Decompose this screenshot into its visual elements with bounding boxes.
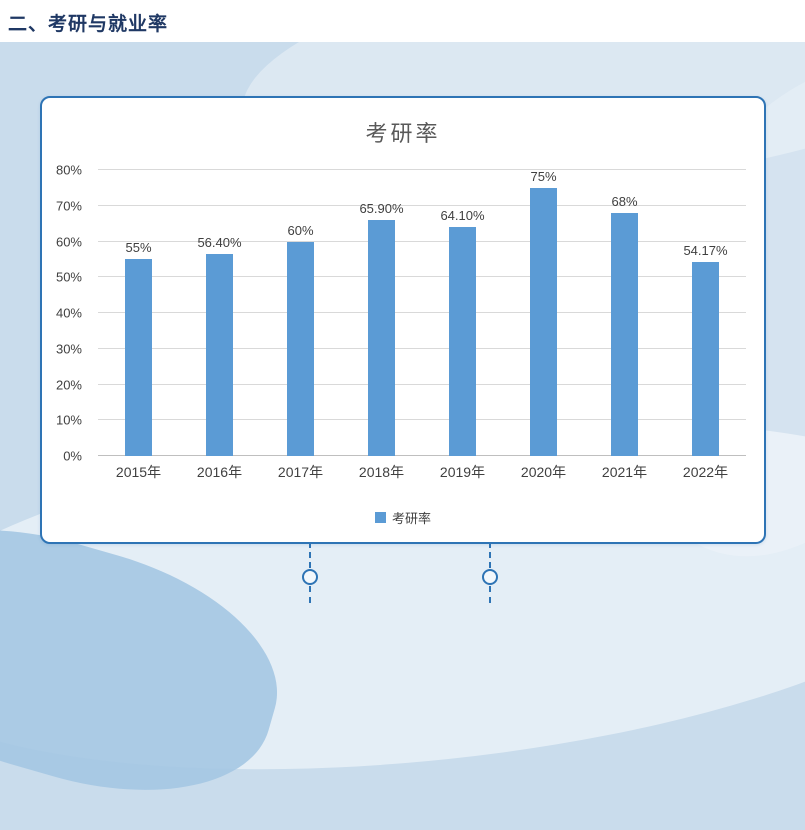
x-tick-label: 2017年: [277, 464, 324, 480]
x-tick-label: 2019年: [439, 464, 486, 480]
y-tick-label: 20%: [55, 377, 82, 392]
dashed-line: [309, 586, 311, 603]
y-tick-label: 10%: [55, 412, 82, 428]
bar: [206, 254, 233, 456]
x-tick-label: 2021年: [601, 464, 648, 480]
timeline-connector-right: [482, 542, 498, 603]
legend: 考研率: [42, 508, 764, 527]
bar-value-label: 60%: [287, 222, 314, 238]
chart-card: 考研率 0% 10% 20% 30% 40% 50% 60% 70% 80% 55% 56.40%…: [40, 96, 766, 544]
plot-area: 55% 56.40% 60% 65.90% 64.10% 75% 68% 54.17%: [98, 168, 746, 456]
bar-column: 55%: [98, 170, 179, 456]
bar-column: 54.17%: [665, 170, 746, 456]
timeline-node-icon: [302, 569, 318, 585]
slide-header: 二、考研与就业率: [0, 0, 805, 42]
bar-value-label: 54.17%: [683, 243, 728, 259]
bar: [368, 220, 395, 456]
bar-value-label: 65.90%: [359, 201, 404, 217]
timeline-connector-left: [302, 542, 318, 603]
timeline-node-icon: [482, 569, 498, 585]
chart-title: 考研率: [365, 122, 441, 147]
x-axis: 2015年 2016年 2017年 2018年 2019年 2020年 2021年 2022年: [98, 462, 746, 482]
bar-column: 56.40%: [179, 170, 260, 456]
gridline: [98, 312, 746, 313]
dashed-line: [489, 542, 491, 568]
y-axis: 0% 10% 20% 30% 40% 50% 60% 70% 80%: [42, 163, 90, 464]
gridline: [98, 204, 746, 206]
legend-swatch-icon: [374, 512, 386, 523]
bar-column: 68%: [584, 170, 665, 456]
gridline: [98, 276, 746, 278]
bar-column: 75%: [503, 168, 584, 456]
bar-value-label: 68%: [611, 193, 638, 209]
y-tick-label: 30%: [55, 341, 82, 357]
bar: [125, 259, 152, 456]
bar-value-label: 75%: [530, 168, 557, 184]
y-tick-label: 0%: [63, 448, 82, 464]
bar-value-label: 64.10%: [440, 207, 485, 223]
page-title: 二、考研与就业率: [8, 14, 169, 35]
x-tick-label: 2015年: [115, 464, 162, 480]
bar: [611, 212, 638, 456]
bar: [287, 241, 314, 456]
legend-item: 考研率: [374, 508, 431, 527]
x-tick-label: 2022年: [682, 464, 729, 480]
dashed-line: [309, 542, 311, 568]
y-tick-label: 50%: [55, 269, 82, 285]
gridline: [98, 347, 746, 349]
gridline: [98, 169, 746, 170]
x-tick-label: 2016年: [196, 464, 243, 480]
bar-column: 64.10%: [422, 170, 503, 456]
bar: [692, 262, 719, 456]
y-tick-label: 80%: [55, 162, 82, 178]
bar-value-label: 55%: [125, 240, 152, 256]
y-tick-label: 70%: [55, 198, 82, 214]
y-tick-label: 60%: [55, 234, 82, 249]
bar-column: 65.90%: [341, 170, 422, 456]
x-tick-label: 2018年: [358, 464, 405, 480]
bar: [449, 226, 476, 456]
x-tick-label: 2020年: [520, 464, 567, 480]
bar-column: 60%: [260, 170, 341, 456]
y-tick-label: 40%: [55, 305, 82, 321]
legend-label: 考研率: [391, 511, 431, 526]
bars: 55% 56.40% 60% 65.90% 64.10% 75% 68% 54.17%: [98, 168, 746, 456]
dashed-line: [489, 586, 491, 603]
bar: [530, 187, 557, 456]
bar-value-label: 56.40%: [197, 235, 242, 251]
gridline: [98, 240, 746, 242]
